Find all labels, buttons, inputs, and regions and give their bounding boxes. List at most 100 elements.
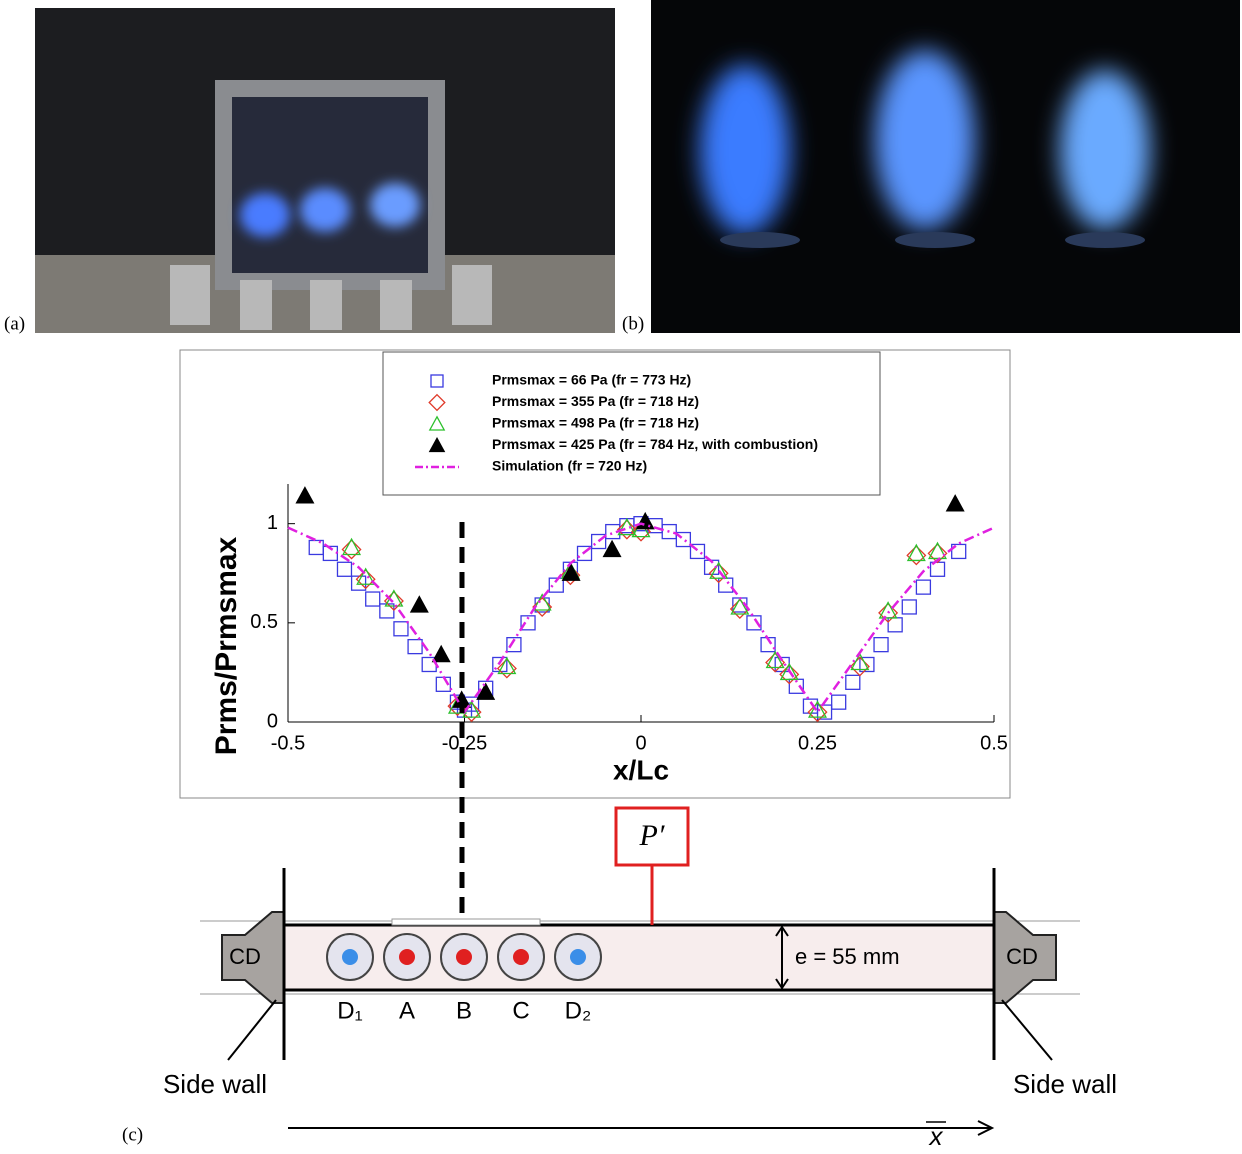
marker-triangle xyxy=(428,415,446,431)
marker-square xyxy=(831,694,847,710)
simulation-line xyxy=(287,522,995,715)
marker-square xyxy=(350,575,367,591)
marker-filled-triangle xyxy=(428,436,446,453)
marker-filled-triangle xyxy=(431,644,451,663)
marker-filled-triangle xyxy=(476,682,496,700)
marker-triangle xyxy=(928,541,948,560)
marker-square xyxy=(951,543,967,560)
side-wall-label: Side wall xyxy=(163,1069,267,1099)
marker-diamond xyxy=(496,658,517,679)
marker-filled-triangle xyxy=(945,494,965,512)
marker-square xyxy=(859,656,875,673)
legend-label: Prmsmax = 355 Pa (fr = 718 Hz) xyxy=(492,393,699,409)
injector-core xyxy=(399,949,415,965)
marker-square xyxy=(365,591,381,607)
marker-square xyxy=(407,638,423,655)
marker-filled-triangle xyxy=(409,595,429,613)
marker-triangle xyxy=(779,662,799,681)
marker-diamond xyxy=(927,543,948,564)
marker-diamond xyxy=(906,545,927,566)
marker-diamond xyxy=(560,565,581,586)
photo-b xyxy=(651,0,1240,333)
marker-square xyxy=(520,615,536,631)
injector-label: D₂ xyxy=(565,997,592,1024)
y-tick-label: 0 xyxy=(267,710,278,732)
arrow-head xyxy=(775,925,789,990)
marker-square xyxy=(746,615,762,631)
marker-square xyxy=(675,531,692,548)
plot: -0.5 -0.25 0 0.25 0.5 0 0.5 1 Prmsmax = 66 Pa (f… xyxy=(250,372,1008,755)
marker-square xyxy=(873,637,889,653)
legend-label: Prmsmax = 66 Pa (fr = 773 Hz) xyxy=(492,372,691,388)
axis-label: x xyxy=(928,1121,944,1149)
marker-triangle xyxy=(878,601,898,619)
marker-diamond xyxy=(779,664,800,685)
marker-square xyxy=(336,561,353,577)
marker-triangle xyxy=(765,650,785,669)
injector-label: B xyxy=(456,997,472,1024)
photo-a xyxy=(35,8,615,333)
marker-triangle xyxy=(617,517,637,536)
marker-square xyxy=(901,599,917,615)
diagram xyxy=(200,522,1080,1136)
injector-core xyxy=(456,949,472,965)
marker-diamond xyxy=(708,563,729,584)
marker-square xyxy=(590,533,607,550)
marker-triangle xyxy=(356,567,376,585)
marker-square xyxy=(548,577,564,593)
pointer xyxy=(1001,999,1053,1061)
marker-square xyxy=(689,543,706,560)
injector-label: D₁ xyxy=(337,997,362,1024)
x-tick-label: -0.25 xyxy=(442,732,488,754)
legend-label: Simulation (fr = 720 Hz) xyxy=(492,458,647,474)
window xyxy=(391,918,541,926)
legend xyxy=(382,351,881,496)
marker-diamond xyxy=(616,519,637,540)
side-wall-label: Side wall xyxy=(1013,1069,1117,1099)
x-tick-label: 0.25 xyxy=(798,732,837,754)
marker-square xyxy=(816,704,833,720)
end-cap-label: CD xyxy=(229,944,261,969)
panel-label: (b) xyxy=(622,313,644,334)
marker-triangle xyxy=(532,593,552,611)
marker-square xyxy=(915,579,932,595)
probe-label: P′ xyxy=(639,819,665,852)
marker-triangle xyxy=(497,656,517,675)
x-tick-label: 0 xyxy=(635,732,646,754)
injector-label: C xyxy=(512,997,529,1024)
x-tick-label: 0.5 xyxy=(980,732,1008,754)
y-tick-label: 0.5 xyxy=(250,611,278,633)
x-tick-label: -0.5 xyxy=(271,732,305,754)
marker-diamond xyxy=(878,602,899,623)
marker-filled-triangle xyxy=(602,539,622,558)
marker-diamond xyxy=(532,596,553,617)
y-axis-label: Prms/Prmsmax xyxy=(210,536,243,755)
end-cap-label: CD xyxy=(1006,944,1038,969)
marker-square xyxy=(845,674,861,690)
marker-square xyxy=(430,374,444,388)
marker-diamond xyxy=(355,569,376,590)
marker-square xyxy=(661,523,677,540)
marker-square xyxy=(393,621,409,637)
marker-diamond xyxy=(807,702,828,723)
marker-triangle xyxy=(730,597,750,615)
marker-filled-triangle xyxy=(295,486,315,504)
marker-diamond xyxy=(428,393,446,412)
x-axis-label: x/Lc xyxy=(613,754,669,785)
injector-core xyxy=(342,949,358,965)
marker-triangle xyxy=(342,537,362,556)
marker-diamond xyxy=(849,656,870,677)
panel-label: (a) xyxy=(4,313,25,334)
arrow-head xyxy=(977,1120,995,1136)
marker-diamond xyxy=(341,539,362,560)
height-label: e = 55 mm xyxy=(795,944,900,969)
marker-square xyxy=(576,545,593,562)
injector-label: A xyxy=(399,997,415,1024)
pointer xyxy=(227,999,277,1061)
panel-label: (c) xyxy=(122,1124,143,1145)
marker-triangle xyxy=(808,700,827,718)
injector-core xyxy=(513,949,529,965)
legend-label: Prmsmax = 498 Pa (fr = 718 Hz) xyxy=(492,415,699,431)
y-tick-label: 1 xyxy=(267,512,278,534)
marker-triangle xyxy=(709,561,729,579)
